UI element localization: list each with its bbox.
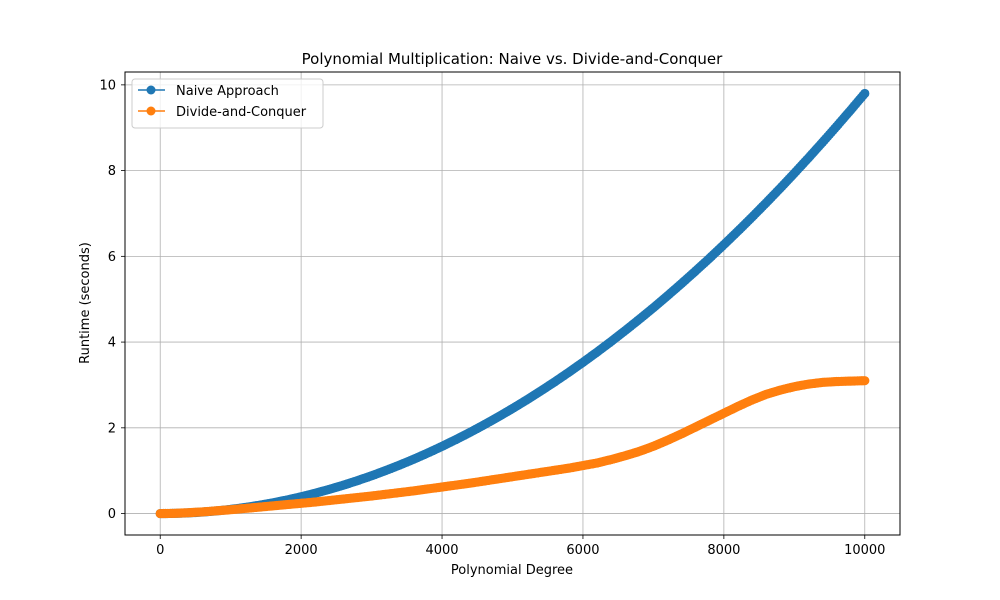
data-point bbox=[860, 88, 870, 99]
y-tick-label: 2 bbox=[108, 421, 116, 436]
axis-ticks: 0 2000 4000 6000 8000 10000 0 2 4 6 8 10 bbox=[99, 78, 885, 558]
x-tick-label: 8000 bbox=[707, 543, 740, 558]
y-tick-label: 6 bbox=[108, 250, 116, 265]
x-tick-label: 6000 bbox=[566, 543, 599, 558]
chart-title: Polynomial Multiplication: Naive vs. Div… bbox=[302, 50, 723, 68]
legend-label-divide-and-conquer: Divide-and-Conquer bbox=[176, 105, 307, 120]
data-point bbox=[860, 376, 870, 386]
x-axis-title: Polynomial Degree bbox=[451, 563, 573, 578]
legend-marker-divide-and-conquer bbox=[146, 106, 156, 116]
x-tick-label: 10000 bbox=[844, 543, 885, 558]
x-tick-label: 0 bbox=[156, 543, 164, 558]
y-tick-label: 4 bbox=[108, 336, 116, 351]
plot-area-frame bbox=[124, 71, 901, 536]
y-tick-label: 8 bbox=[108, 164, 116, 179]
x-tick-label: 4000 bbox=[425, 543, 458, 558]
legend: Naive Approach Divide-and-Conquer bbox=[131, 78, 324, 129]
series-layer bbox=[155, 88, 870, 519]
legend-box bbox=[131, 78, 324, 129]
y-tick-label: 0 bbox=[108, 507, 116, 522]
x-tick-label: 2000 bbox=[285, 543, 318, 558]
legend-label-naive: Naive Approach bbox=[176, 84, 279, 99]
series-divide-and-conquer bbox=[155, 376, 870, 519]
y-axis-title: Runtime (seconds) bbox=[78, 242, 93, 364]
legend-marker-naive bbox=[146, 85, 156, 95]
plot-area-background bbox=[125, 72, 900, 535]
y-tick-label: 10 bbox=[99, 78, 116, 93]
